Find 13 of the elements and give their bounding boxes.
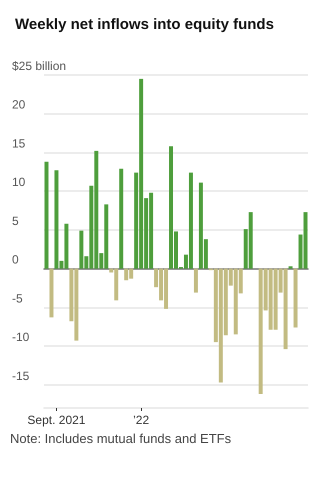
x-tick-label: ’22 (133, 413, 150, 427)
y-tick-label: 0 (12, 252, 19, 267)
text: Note: Includes mutual funds and ETFs (10, 431, 232, 446)
x-tick-label: Sept. 2021 (27, 413, 86, 427)
y-tick-label: $25 billion (12, 59, 66, 73)
y-tick-label: 10 (12, 175, 26, 190)
chart-title: Weekly net inflows into equity funds (15, 16, 274, 33)
y-tick-label: -5 (12, 291, 23, 306)
y-tick-label: 20 (12, 98, 26, 112)
y-tick-label: 15 (12, 136, 26, 150)
y-tick-label: 5 (12, 214, 19, 228)
y-tick-label: -10 (12, 330, 30, 344)
y-tick-label: -15 (12, 368, 30, 383)
